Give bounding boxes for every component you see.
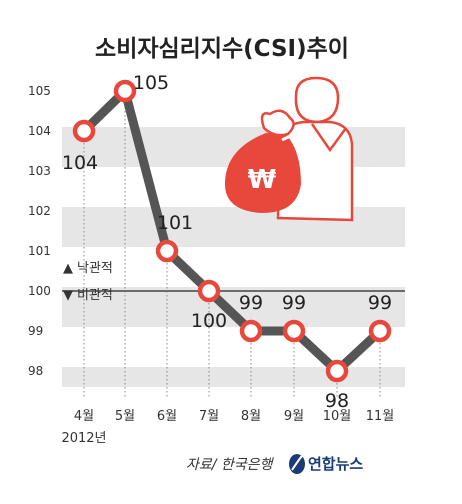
data-label: 105 bbox=[133, 72, 169, 94]
y-tick-label: 104 bbox=[28, 124, 51, 138]
x-tick-label: 5월 bbox=[115, 409, 135, 424]
pessimistic-label: 비관적 bbox=[77, 288, 113, 303]
data-point bbox=[239, 319, 263, 343]
year-label: 2012년 bbox=[61, 431, 106, 446]
data-label: 104 bbox=[62, 152, 98, 174]
x-tick-label: 6월 bbox=[157, 409, 177, 424]
y-axis-ticks: 98 99 100 101 102 103 104 105 bbox=[28, 84, 51, 378]
data-label: 99 bbox=[282, 292, 306, 314]
data-points bbox=[72, 79, 392, 383]
data-point bbox=[197, 279, 221, 303]
grid-band bbox=[62, 207, 405, 247]
x-tick-label: 11월 bbox=[366, 409, 395, 424]
data-point bbox=[155, 239, 179, 263]
y-tick-label: 101 bbox=[28, 244, 51, 258]
brand-name: 연합뉴스 bbox=[308, 455, 363, 473]
x-tick-label: 7월 bbox=[199, 409, 219, 424]
y-tick-label: 103 bbox=[28, 164, 51, 178]
data-labels: 104 105 101 100 99 99 98 99 bbox=[62, 72, 392, 412]
optimistic-label: 낙관적 bbox=[77, 261, 113, 276]
x-axis-ticks: 4월 5월 6월 7월 8월 9월 10월 11월 bbox=[74, 409, 394, 424]
data-label: 100 bbox=[191, 310, 227, 332]
data-point bbox=[325, 359, 349, 383]
data-point bbox=[113, 79, 137, 103]
down-triangle-icon: ▼ bbox=[63, 288, 73, 303]
y-tick-label: 99 bbox=[28, 324, 43, 338]
y-tick-label: 105 bbox=[28, 84, 51, 98]
grid-band bbox=[62, 367, 405, 387]
data-point bbox=[368, 319, 392, 343]
x-tick-label: 4월 bbox=[74, 409, 94, 424]
x-tick-label: 8월 bbox=[241, 409, 261, 424]
grid-band bbox=[62, 287, 405, 327]
data-label: 99 bbox=[239, 292, 263, 314]
y-tick-label: 102 bbox=[28, 204, 51, 218]
brand-logo: 연합뉴스 bbox=[289, 454, 363, 474]
up-triangle-icon: ▲ bbox=[63, 261, 73, 276]
y-tick-label: 98 bbox=[28, 364, 43, 378]
source-label: 자료/ 한국은행 bbox=[186, 457, 275, 473]
data-point bbox=[72, 119, 96, 143]
money-bag-person-icon: ₩ bbox=[224, 76, 354, 222]
data-label: 99 bbox=[368, 292, 392, 314]
x-tick-label: 9월 bbox=[284, 409, 304, 424]
x-tick-label: 10월 bbox=[323, 409, 352, 424]
y-tick-label: 100 bbox=[28, 284, 51, 298]
optimism-legend: ▲ 낙관적 ▼ 비관적 bbox=[63, 261, 113, 303]
data-label: 98 bbox=[325, 390, 349, 412]
currency-symbol: ₩ bbox=[248, 165, 277, 195]
data-label: 101 bbox=[157, 212, 193, 234]
data-point bbox=[282, 319, 306, 343]
chart-title: 소비자심리지수(CSI)추이 bbox=[95, 36, 349, 62]
